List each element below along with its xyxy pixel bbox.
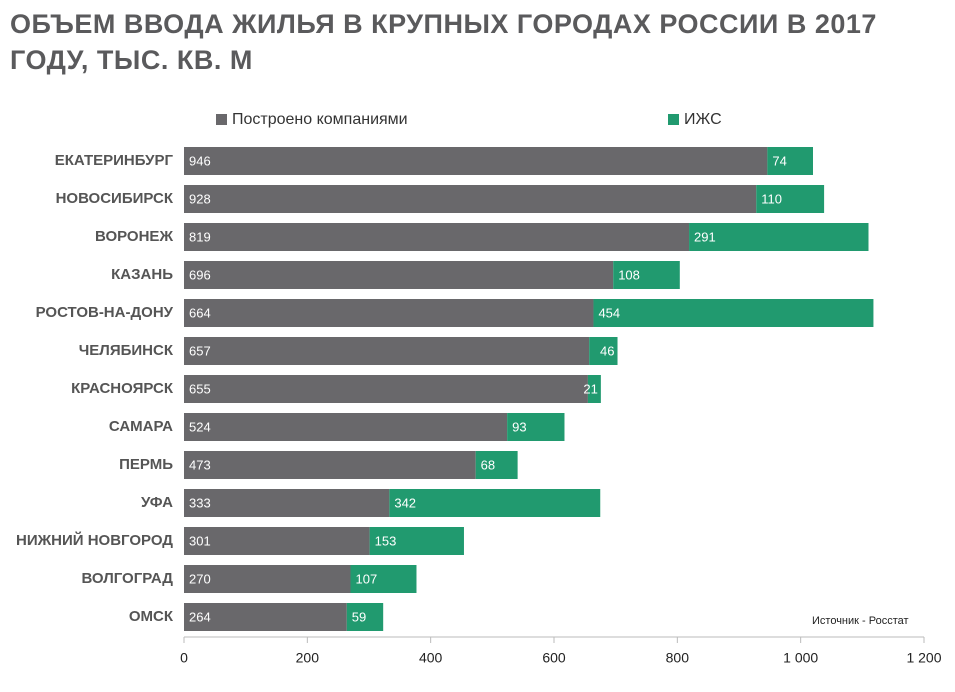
bar-segment — [184, 603, 347, 631]
category-label: САМАРА — [109, 418, 173, 435]
legend-swatch — [668, 114, 679, 125]
value-label: 946 — [189, 153, 211, 168]
x-tick-label: 600 — [542, 650, 566, 666]
value-label: 655 — [189, 381, 211, 396]
value-label: 342 — [394, 495, 416, 510]
bar-segment — [184, 185, 757, 213]
value-label: 333 — [189, 495, 211, 510]
value-label: 270 — [189, 571, 211, 586]
value-label: 657 — [189, 343, 211, 358]
category-label: ВОЛГОГРАД — [81, 570, 173, 587]
category-label: КРАСНОЯРСК — [71, 380, 174, 397]
x-tick-label: 800 — [666, 650, 690, 666]
value-label: 301 — [189, 533, 211, 548]
x-tick-label: 0 — [180, 650, 188, 666]
bar-segment — [389, 489, 601, 517]
value-label: 819 — [189, 229, 211, 244]
value-label: 664 — [189, 305, 211, 320]
value-label: 46 — [600, 343, 614, 358]
bar-segment — [184, 375, 588, 403]
category-label: НИЖНИЙ НОВГОРОД — [16, 531, 173, 549]
bar-segment — [767, 147, 813, 175]
value-label: 74 — [772, 153, 786, 168]
bar-segment — [593, 299, 874, 327]
x-tick-label: 200 — [296, 650, 320, 666]
value-label: 107 — [356, 571, 378, 586]
bar-segment — [184, 527, 370, 555]
bar-segment — [507, 413, 565, 441]
bar-segment — [184, 451, 476, 479]
bar-segment — [613, 261, 680, 289]
value-label: 473 — [189, 457, 211, 472]
bar-segment — [184, 147, 768, 175]
bar-segment — [184, 299, 594, 327]
x-tick-label: 400 — [419, 650, 443, 666]
bar-segment — [369, 527, 464, 555]
source-note: Источник - Росстат — [812, 615, 909, 627]
value-label: 696 — [189, 267, 211, 282]
value-label: 108 — [618, 267, 640, 282]
x-tick-label: 1 000 — [783, 650, 818, 666]
bar-segment — [184, 413, 508, 441]
bar-segment — [587, 375, 601, 403]
bar-segment — [184, 565, 351, 593]
legend-label: Построено компаниями — [232, 111, 408, 128]
value-label: 93 — [512, 419, 526, 434]
bar-segment — [475, 451, 518, 479]
category-label: НОВОСИБИРСК — [56, 190, 174, 207]
chart-title: ОБЪЕМ ВВОДА ЖИЛЬЯ В КРУПНЫХ ГОРОДАХ РОСС… — [10, 9, 877, 75]
legend-swatch — [216, 114, 227, 125]
value-label: 454 — [598, 305, 620, 320]
value-label: 264 — [189, 609, 211, 624]
bar-segment — [184, 223, 690, 251]
category-label: ВОРОНЕЖ — [95, 228, 173, 245]
legend-label: ИЖС — [684, 111, 722, 128]
bar-segment — [346, 603, 384, 631]
category-label: ПЕРМЬ — [119, 456, 173, 473]
category-label: УФА — [141, 494, 173, 511]
category-label: ЧЕЛЯБИНСК — [79, 342, 174, 359]
value-label: 21 — [583, 381, 597, 396]
bar-segment — [184, 337, 590, 365]
bar-segment — [184, 261, 614, 289]
bar-segment — [689, 223, 869, 251]
category-label: ОМСК — [129, 608, 174, 625]
category-label: КАЗАНЬ — [111, 266, 173, 283]
value-label: 928 — [189, 191, 211, 206]
value-label: 524 — [189, 419, 211, 434]
category-label: ЕКАТЕРИНБУРГ — [55, 152, 174, 169]
bar-segment — [756, 185, 825, 213]
bar-segment — [589, 337, 618, 365]
bar-segment — [184, 489, 390, 517]
value-label: 110 — [761, 191, 782, 206]
category-label: РОСТОВ-НА-ДОНУ — [36, 304, 174, 321]
value-label: 153 — [375, 533, 397, 548]
x-tick-label: 1 200 — [906, 650, 941, 666]
value-label: 59 — [352, 609, 366, 624]
value-label: 291 — [694, 229, 716, 244]
value-label: 68 — [481, 457, 495, 472]
bar-segment — [350, 565, 417, 593]
